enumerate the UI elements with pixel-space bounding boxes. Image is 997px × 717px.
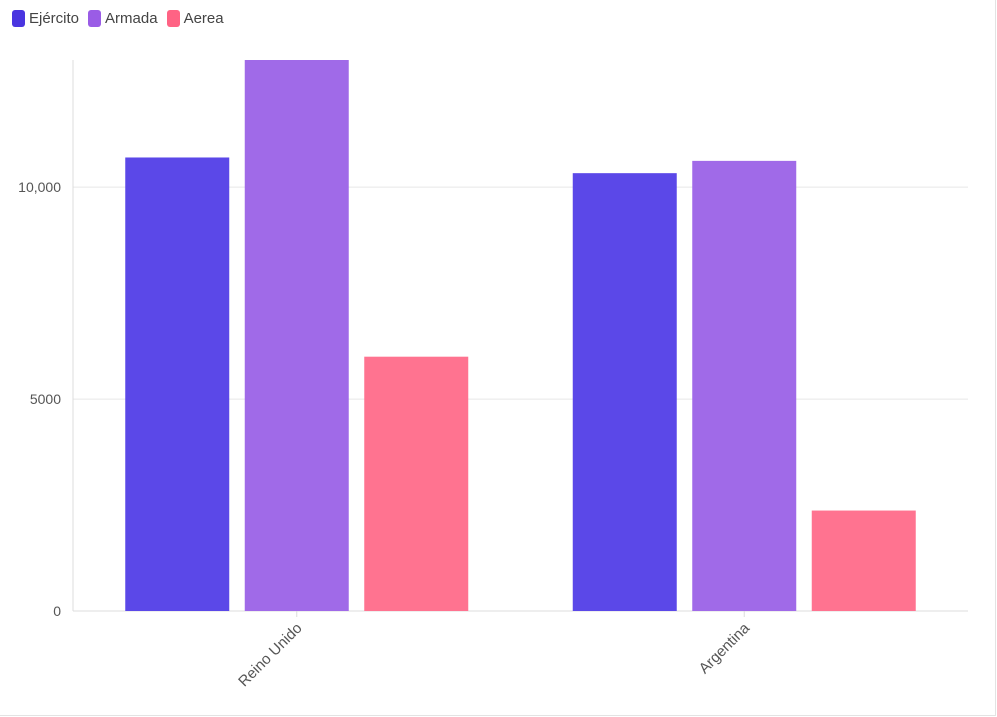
legend-swatch-armada <box>88 10 102 27</box>
bar-ejrcito-argentina <box>572 173 677 611</box>
legend-item-armada[interactable]: Armada <box>88 10 158 27</box>
legend-label-aerea: Aerea <box>183 10 224 27</box>
y-tick-label: 0 <box>53 603 61 619</box>
bar-armada-reino-unido <box>244 60 349 611</box>
legend-label-ejercito: Ejército <box>29 10 80 27</box>
y-tick-label: 5000 <box>30 391 61 407</box>
bar-ejrcito-reino-unido <box>125 157 230 611</box>
x-tick-label: Argentina <box>696 619 754 677</box>
bar-aerea-argentina <box>811 510 916 611</box>
bar-aerea-reino-unido <box>364 356 469 611</box>
bar-armada-argentina <box>692 160 797 612</box>
y-tick-label: 10,000 <box>18 179 61 195</box>
legend-item-ejercito[interactable]: Ejército <box>12 10 79 27</box>
legend-swatch-aerea <box>166 10 180 27</box>
chart-legend: Ejército Armada Aerea <box>12 10 233 27</box>
legend-label-armada: Armada <box>105 10 158 27</box>
legend-item-aerea[interactable]: Aerea <box>166 10 224 27</box>
x-tick-label: Reino Unido <box>235 620 305 690</box>
legend-swatch-ejercito <box>12 10 25 27</box>
